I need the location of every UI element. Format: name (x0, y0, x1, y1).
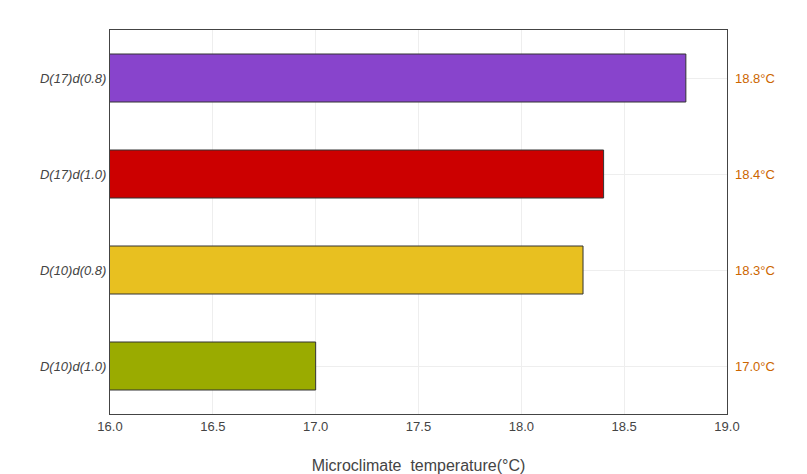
svg-text:D(10)d(1.0): D(10)d(1.0) (40, 359, 106, 374)
svg-text:D(10)d(0.8): D(10)d(0.8) (40, 263, 106, 278)
svg-text:18.0: 18.0 (509, 419, 534, 434)
svg-text:19.0: 19.0 (714, 419, 739, 434)
svg-text:18.5: 18.5 (612, 419, 637, 434)
svg-text:Microclimate temperature(°C): Microclimate temperature(°C) (312, 457, 526, 474)
svg-text:D(17)d(0.8): D(17)d(0.8) (40, 71, 106, 86)
svg-text:16.0: 16.0 (97, 419, 122, 434)
svg-text:16.5: 16.5 (200, 419, 225, 434)
svg-text:17.5: 17.5 (406, 419, 431, 434)
svg-text:17.0°C: 17.0°C (735, 359, 775, 374)
svg-text:D(17)d(1.0): D(17)d(1.0) (40, 167, 106, 182)
svg-text:17.0: 17.0 (303, 419, 328, 434)
svg-text:18.3°C: 18.3°C (735, 263, 775, 278)
svg-text:18.8°C: 18.8°C (735, 71, 775, 86)
svg-text:18.4°C: 18.4°C (735, 167, 775, 182)
